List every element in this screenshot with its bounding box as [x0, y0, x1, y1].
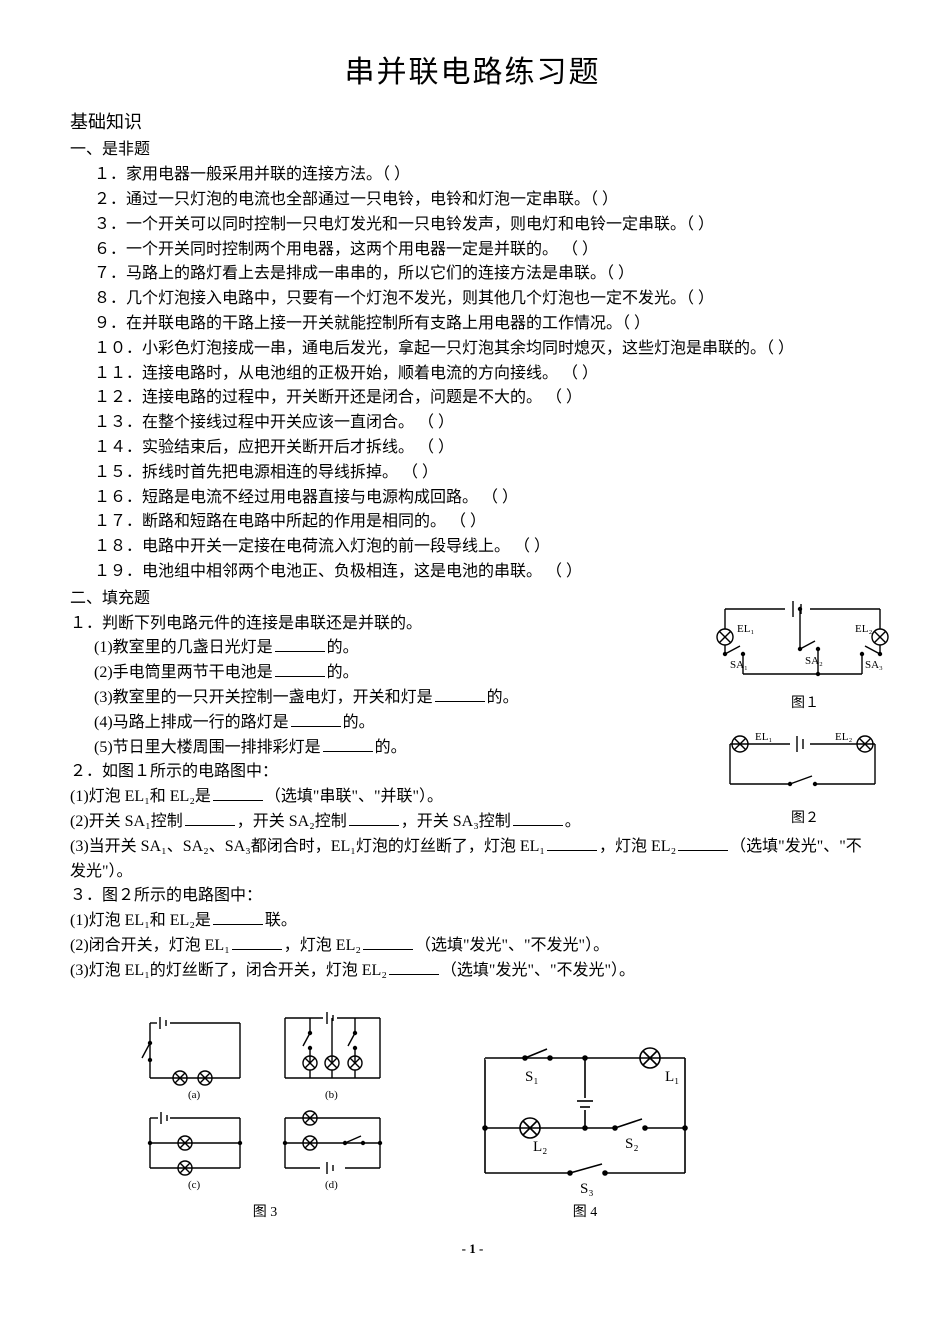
svg-text:L₁: L₁: [665, 1069, 679, 1085]
page-title: 串并联电路练习题: [70, 50, 875, 97]
figure-1: EL₁ EL₂ SA₁ SA₂ SA₃ 图１: [715, 594, 895, 715]
fill-q2-3: (3)当开关 SA₁、SA₂、SA₃都闭合时，EL₁灯泡的灯丝断了，灯泡 EL₁…: [70, 835, 875, 885]
figure-3: (a): [140, 1008, 390, 1224]
tf-question-15: １５．拆线时首先把电源相连的导线拆掉。 （ ）: [70, 461, 875, 486]
figure-2-caption: 图２: [715, 808, 895, 830]
svg-text:S₁: S₁: [525, 1069, 539, 1085]
svg-text:S₃: S₃: [580, 1181, 594, 1197]
tf-question-16: １６．短路是电流不经过用电器直接与电源构成回路。 （ ）: [70, 486, 875, 511]
tf-question-7: ７．马路上的路灯看上去是排成一串串的，所以它们的连接方法是串联。（ ）: [70, 262, 875, 287]
tf-question-14: １４．实验结束后，应把开关断开后才拆线。 （ ）: [70, 436, 875, 461]
svg-text:(d): (d): [325, 1179, 338, 1191]
tf-question-18: １８．电路中开关一定接在电荷流入灯泡的前一段导线上。 （ ）: [70, 535, 875, 560]
tf-question-8: ８．几个灯泡接入电路中，只要有一个灯泡不发光，则其他几个灯泡也一定不发光。（ ）: [70, 287, 875, 312]
tf-question-3: ３．一个开关可以同时控制一只电灯发光和一只电铃发声，则电灯和电铃一定串联。（ ）: [70, 213, 875, 238]
svg-text:(c): (c): [188, 1179, 201, 1191]
fill-q3-2: (2)闭合开关，灯泡 EL₁，灯泡 EL₂（选填"发光"、"不发光"）。: [70, 934, 875, 959]
svg-text:SA₂: SA₂: [805, 655, 823, 667]
page-number: - 1 -: [70, 1239, 875, 1259]
tf-question-9: ９．在并联电路的干路上接一开关就能控制所有支路上用电器的工作情况。（ ）: [70, 312, 875, 337]
svg-text:SA₁: SA₁: [730, 659, 748, 671]
fill-q3-1: (1)灯泡 EL₁和 EL₂是联。: [70, 909, 875, 934]
tf-question-12: １２．连接电路的过程中，开关断开还是闭合，问题是不大的。 （ ）: [70, 386, 875, 411]
tf-question-10: １０．小彩色灯泡接成一串，通电后发光，拿起一只灯泡其余均同时熄灭，这些灯泡是串联…: [70, 337, 875, 362]
svg-text:EL₁: EL₁: [755, 731, 772, 743]
fill-q3: ３．图２所示的电路图中：: [70, 884, 875, 909]
tf-question-19: １９．电池组中相邻两个电池正、负极相连，这是电池的串联。 （ ）: [70, 560, 875, 585]
svg-text:SA₃: SA₃: [865, 659, 883, 671]
tf-question-1: １．家用电器一般采用并联的连接方法。（ ）: [70, 163, 875, 188]
tf-question-17: １７．断路和短路在电路中所起的作用是相同的。 （ ）: [70, 510, 875, 535]
tf-question-11: １１．连接电路时，从电池组的正极开始，顺着电流的方向接线。 （ ）: [70, 362, 875, 387]
section-basic: 基础知识: [70, 109, 875, 137]
figure-2: EL₁ EL₂ 图２: [715, 729, 895, 830]
bottom-figures: (a): [140, 1008, 875, 1224]
tf-question-2: ２．通过一只灯泡的电流也全部通过一只电铃，电铃和灯泡一定串联。（ ）: [70, 188, 875, 213]
content-area: 基础知识 一、是非题 １．家用电器一般采用并联的连接方法。（ ） ２．通过一只灯…: [70, 109, 875, 984]
figure-4: S₁ L₁ L₂ S₂ S₃ 图 4: [470, 1043, 700, 1224]
figure-4-caption: 图 4: [470, 1202, 700, 1224]
svg-text:S₂: S₂: [625, 1136, 639, 1152]
tf-question-6: ６．一个开关同时控制两个用电器，这两个用电器一定是并联的。 （ ）: [70, 238, 875, 263]
tf-question-13: １３．在整个接线过程中开关应该一直闭合。 （ ）: [70, 411, 875, 436]
svg-text:(b): (b): [325, 1089, 338, 1101]
part-tf-head: 一、是非题: [70, 138, 875, 163]
svg-text:EL₂: EL₂: [835, 731, 852, 743]
figure-1-caption: 图１: [715, 693, 895, 715]
svg-text:(a): (a): [188, 1089, 201, 1101]
figure-3-caption: 图 3: [140, 1202, 390, 1224]
fill-q3-3: (3)灯泡 EL₁的灯丝断了，闭合开关，灯泡 EL₂（选填"发光"、"不发光"）…: [70, 959, 875, 984]
svg-text:L₂: L₂: [533, 1139, 547, 1155]
svg-text:EL₂: EL₂: [855, 623, 872, 635]
svg-text:EL₁: EL₁: [737, 623, 754, 635]
